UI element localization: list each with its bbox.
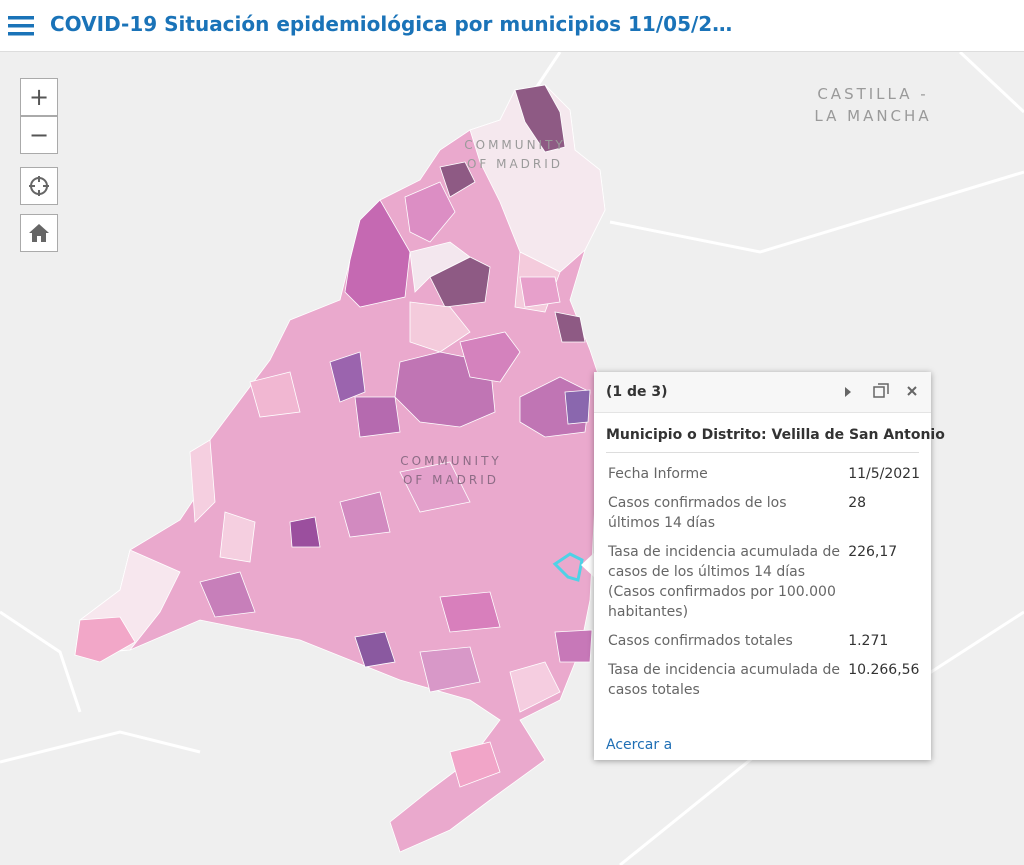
attribute-name: Fecha Informe — [608, 466, 708, 482]
zoom-out[interactable]: − — [20, 116, 58, 154]
place-label: OF MADRID — [403, 473, 499, 487]
attribute-value: 28 — [848, 495, 867, 511]
place-label: OF MADRID — [467, 157, 563, 171]
attribute-name: Casos confirmados totales — [608, 633, 793, 649]
zoom-in[interactable]: + — [20, 78, 58, 116]
popup-header — [594, 372, 931, 413]
title: COVID-19 Situación epidemiológica por mu… — [50, 12, 733, 36]
attribute-name: Tasa de incidencia acumulada de casos de… — [608, 544, 840, 620]
home[interactable] — [20, 214, 58, 252]
place-label: COMMUNITY — [464, 138, 566, 152]
pager: (1 de 3) — [606, 384, 668, 400]
attribute-value: 1.271 — [848, 633, 889, 649]
popup-pointer — [581, 552, 595, 578]
attribute-value: 10.266,56 — [848, 662, 920, 678]
place-label: COMMUNITY — [400, 454, 502, 468]
zoom-to-link[interactable]: Acercar a — [606, 737, 673, 753]
attribute-table: Fecha Informe 11/5/2021 Casos confirmados … — [608, 464, 920, 709]
popup: (1 de 3) Municipio o Distrito: Velilla d… — [594, 372, 945, 760]
map: CASTILLA - LA MANCHA COMMUNITY OF MADRID… — [0, 52, 1024, 865]
attribute-row: Casos confirmados de los últimos 14 días… — [608, 493, 920, 542]
attribute-value: 11/5/2021 — [848, 466, 920, 482]
next-button[interactable] — [845, 387, 851, 397]
attribute-row: Tasa de incidencia acumulada de casos to… — [608, 660, 920, 709]
attribute-name: Tasa de incidencia acumulada de casos to… — [608, 662, 840, 698]
close-button[interactable] — [907, 386, 917, 396]
locate[interactable] — [20, 167, 58, 205]
place-label: LA MANCHA — [814, 107, 931, 125]
attribute-value: 226,17 — [848, 544, 898, 560]
attribute-row: Tasa de incidencia acumulada de casos de… — [608, 542, 920, 631]
municipalities — [74, 84, 606, 853]
header: COVID-19 Situación epidemiológica por mu… — [0, 0, 1024, 52]
place-labels: CASTILLA - LA MANCHA COMMUNITY OF MADRID… — [400, 85, 931, 487]
menu-icon[interactable] — [8, 16, 34, 36]
popup-tools — [845, 383, 917, 398]
place-label: CASTILLA - — [817, 85, 928, 103]
attribute-row: Fecha Informe 11/5/2021 — [608, 464, 920, 493]
popup-heading: Municipio o Distrito: Velilla de San Ant… — [606, 427, 945, 443]
attribute-row: Casos confirmados totales 1.271 — [608, 631, 920, 660]
dock-button[interactable] — [873, 386, 885, 398]
attribute-name: Casos confirmados de los últimos 14 días — [608, 495, 787, 531]
